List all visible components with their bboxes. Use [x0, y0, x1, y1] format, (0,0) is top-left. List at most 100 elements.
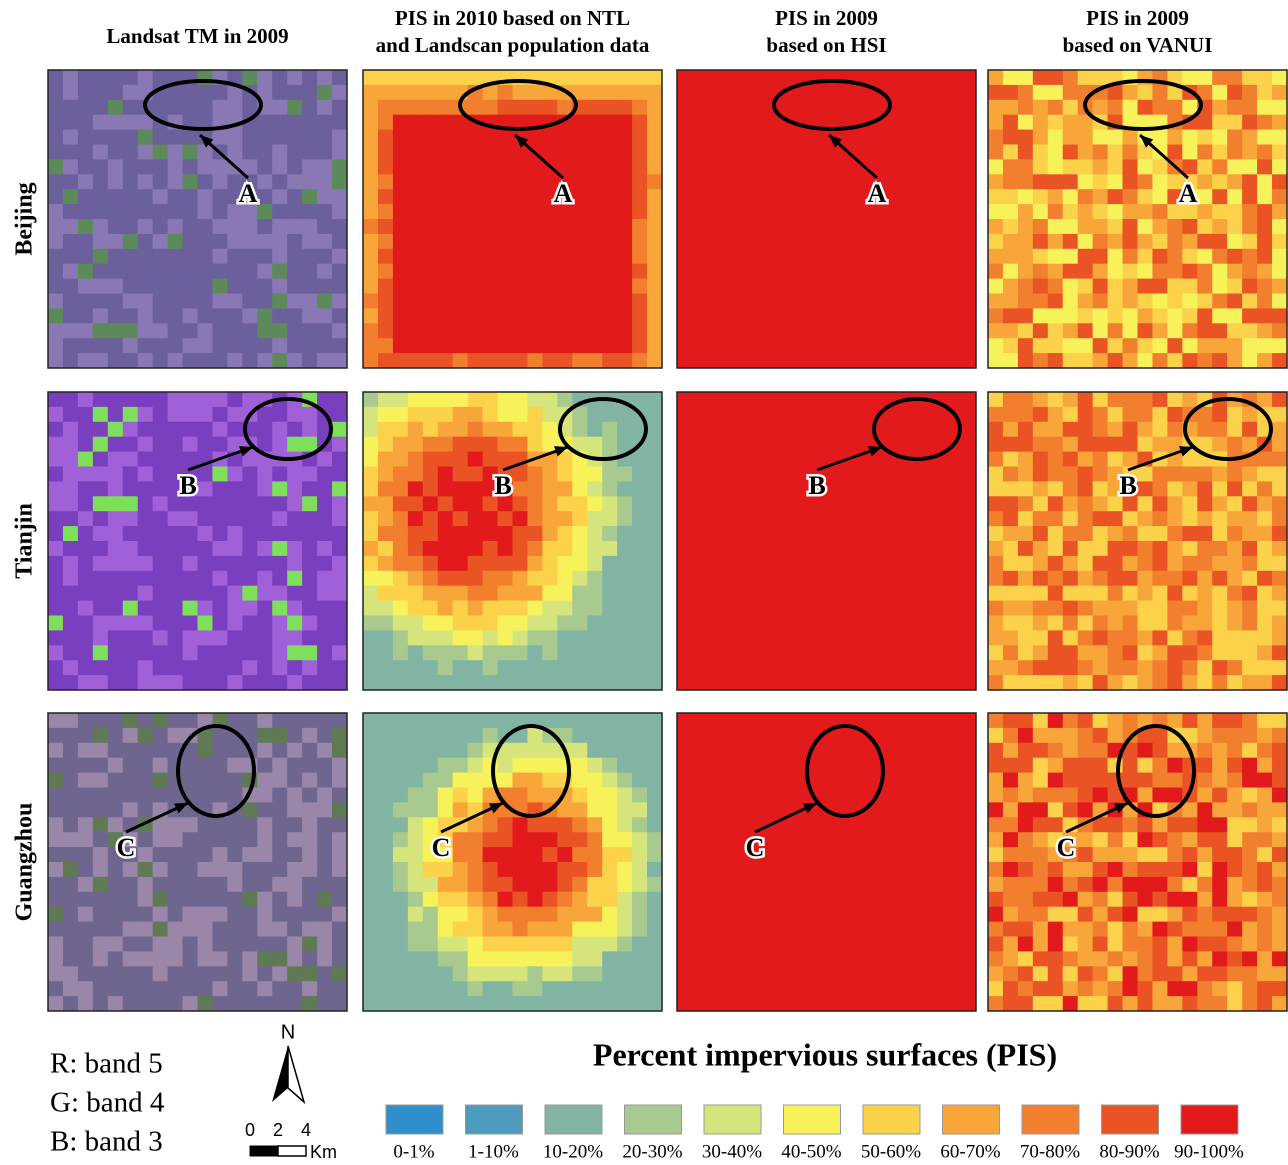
map-cell [1063, 675, 1078, 690]
map-cell [123, 130, 138, 145]
map-cell [1272, 601, 1287, 616]
map-cell [767, 571, 782, 586]
map-cell [48, 159, 63, 174]
map-cell [453, 219, 468, 234]
map-cell [408, 85, 423, 100]
map-cell [438, 219, 453, 234]
map-cell [272, 279, 287, 294]
map-cell [841, 496, 856, 511]
map-cell [363, 407, 378, 422]
map-cell [647, 832, 662, 847]
map-cell [782, 481, 797, 496]
map-cell [1018, 541, 1033, 556]
map-cell [961, 511, 976, 526]
map-cell [647, 100, 662, 115]
map-cell [1152, 937, 1167, 952]
map-cell [378, 100, 393, 115]
map-cell [332, 586, 347, 601]
map-cell [257, 264, 272, 279]
map-cell [1093, 100, 1108, 115]
map-cell [542, 862, 557, 877]
map-cell [498, 249, 513, 264]
map-cell [1152, 264, 1167, 279]
map-cell [1063, 234, 1078, 249]
map-cell [227, 675, 242, 690]
map-cell [1093, 219, 1108, 234]
map-cell [317, 847, 332, 862]
map-cell [602, 817, 617, 832]
map-cell [1167, 773, 1182, 788]
map-cell [1257, 817, 1272, 832]
map-cell [227, 937, 242, 952]
map-cell [931, 586, 946, 601]
map-cell [1063, 601, 1078, 616]
map-cell [916, 159, 931, 174]
map-cell [752, 219, 767, 234]
map-cell [108, 279, 123, 294]
map-cell [453, 308, 468, 323]
map-cell [1227, 115, 1242, 130]
map-cell [453, 130, 468, 145]
map-cell [901, 541, 916, 556]
map-cell [856, 951, 871, 966]
map-cell [812, 951, 827, 966]
map-cell [988, 174, 1003, 189]
map-cell [108, 675, 123, 690]
map-cell [961, 571, 976, 586]
map-cell [886, 353, 901, 368]
map-cell [677, 907, 692, 922]
map-cell [123, 660, 138, 675]
map-cell [198, 922, 213, 937]
map-cell [468, 467, 483, 482]
map-cell [632, 219, 647, 234]
map-cell [138, 279, 153, 294]
map-cell [183, 645, 198, 660]
map-cell [1257, 645, 1272, 660]
map-cell [123, 728, 138, 743]
map-cell [302, 847, 317, 862]
map-cell [886, 951, 901, 966]
map-cell [707, 616, 722, 631]
map-cell [931, 100, 946, 115]
map-cell [378, 571, 393, 586]
map-cell [183, 174, 198, 189]
map-cell [1108, 392, 1123, 407]
map-cell [1242, 892, 1257, 907]
map-cell [93, 966, 108, 981]
map-cell [1018, 219, 1033, 234]
map-cell [108, 907, 123, 922]
map-cell [1242, 526, 1257, 541]
map-cell [453, 249, 468, 264]
map-cell [752, 937, 767, 952]
map-cell [617, 437, 632, 452]
map-cell [138, 630, 153, 645]
map-cell [1257, 511, 1272, 526]
map-cell [408, 743, 423, 758]
map-cell [961, 115, 976, 130]
map-cell [1257, 323, 1272, 338]
map-cell [168, 616, 183, 631]
map-cell [647, 189, 662, 204]
map-cell [1018, 556, 1033, 571]
map-cell [123, 981, 138, 996]
map-cell [468, 511, 483, 526]
map-cell [871, 219, 886, 234]
map-cell [1257, 937, 1272, 952]
map-cell [632, 616, 647, 631]
map-cell [886, 407, 901, 422]
map-cell [722, 802, 737, 817]
map-cell [647, 571, 662, 586]
map-cell [1048, 601, 1063, 616]
map-cell [63, 130, 78, 145]
map-cell [423, 951, 438, 966]
map-cell [483, 338, 498, 353]
map-cell [1167, 571, 1182, 586]
map-cell [498, 189, 513, 204]
map-cell [393, 713, 408, 728]
map-cell [1242, 204, 1257, 219]
map-cell [513, 981, 528, 996]
map-cell [1018, 422, 1033, 437]
map-cell [737, 788, 752, 803]
map-cell [856, 353, 871, 368]
map-cell [827, 145, 842, 160]
